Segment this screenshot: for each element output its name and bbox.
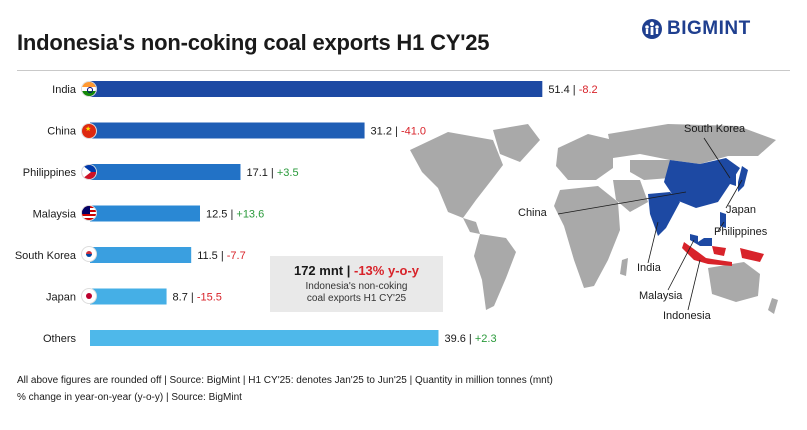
category-label-others: Others xyxy=(43,333,77,345)
bar-china xyxy=(90,122,365,139)
brand-name: BIGMINT xyxy=(667,18,751,39)
summary-separator: | xyxy=(346,263,351,278)
summary-desc-2: coal exports H1 CY'25 xyxy=(306,293,407,304)
value-label-others: 39.6 | +2.3 xyxy=(444,333,496,345)
map-label-indonesia: Indonesia xyxy=(663,310,711,322)
map-madagascar xyxy=(620,258,628,276)
malaysia-flag-icon xyxy=(81,205,97,221)
map-label-malaysia: Malaysia xyxy=(639,290,683,302)
china-flag-icon: ★ xyxy=(81,123,97,139)
value-label-india: 51.4 | -8.2 xyxy=(548,84,597,96)
south-korea-flag-icon xyxy=(81,246,97,262)
value-label-malaysia: 12.5 | +13.6 xyxy=(206,209,264,221)
map-label-india: India xyxy=(637,262,661,274)
bigmint-logo-icon xyxy=(642,19,662,39)
value-label-china: 31.2 | -41.0 xyxy=(371,126,426,138)
map-australia xyxy=(708,262,760,302)
footnote-2: % change in year-on-year (y-o-y) | Sourc… xyxy=(17,392,242,403)
philippines-flag-icon xyxy=(81,164,97,180)
map-label-philippines: Philippines xyxy=(714,226,768,238)
map-middle-east xyxy=(613,180,648,212)
map-philippines xyxy=(720,212,726,228)
map-india xyxy=(648,192,680,236)
map-indonesia-east xyxy=(712,246,726,256)
total-change: -13% y-o-y xyxy=(354,263,420,278)
value-label-south-korea: 11.5 | -7.7 xyxy=(197,250,246,262)
map-north-america xyxy=(410,132,503,218)
map-china xyxy=(664,158,740,208)
category-label-india: India xyxy=(52,84,77,96)
bar-malaysia xyxy=(90,205,200,222)
india-flag-icon xyxy=(81,81,97,97)
map-central-asia xyxy=(630,160,670,180)
map-new-zealand xyxy=(768,298,778,314)
map-label-south-korea: South Korea xyxy=(684,123,746,135)
category-label-japan: Japan xyxy=(46,292,76,304)
category-label-malaysia: Malaysia xyxy=(33,209,77,221)
chart-title: Indonesia's non-coking coal exports H1 C… xyxy=(17,30,490,55)
map-europe xyxy=(556,134,613,180)
map-indonesia xyxy=(682,242,732,266)
bar-others xyxy=(90,330,439,346)
map-russia xyxy=(608,124,776,164)
category-label-south-korea: South Korea xyxy=(15,250,77,262)
japan-flag-icon xyxy=(81,288,97,304)
title-divider xyxy=(17,70,790,71)
bar-india xyxy=(90,81,543,97)
footnote-1: All above figures are rounded off | Sour… xyxy=(17,375,553,386)
map-central-america xyxy=(463,218,480,234)
summary-box: 172 mnt | -13% y-o-y Indonesia's non-cok… xyxy=(270,256,443,312)
map-south-america xyxy=(474,234,516,310)
value-label-philippines: 17.1 | +3.5 xyxy=(246,167,298,179)
bar-philippines xyxy=(90,164,241,180)
category-label-philippines: Philippines xyxy=(23,167,77,179)
map-africa xyxy=(554,186,620,288)
map-label-china: China xyxy=(518,207,547,219)
map-japan xyxy=(738,166,748,192)
map-label-japan: Japan xyxy=(726,204,756,216)
map-korea xyxy=(730,174,736,186)
bar-south-korea xyxy=(90,247,192,263)
world-map xyxy=(410,124,778,314)
map-papua xyxy=(740,248,764,262)
category-label-china: China xyxy=(47,126,77,138)
summary-desc-1: Indonesia's non-coking xyxy=(305,281,408,292)
value-label-japan: 8.7 | -15.5 xyxy=(173,292,222,304)
bar-japan xyxy=(90,288,167,305)
map-greenland xyxy=(493,124,540,162)
bigmint-logo: BIGMINT xyxy=(641,18,751,40)
map-malaysia xyxy=(690,234,712,246)
total-exports: 172 mnt xyxy=(293,263,344,278)
